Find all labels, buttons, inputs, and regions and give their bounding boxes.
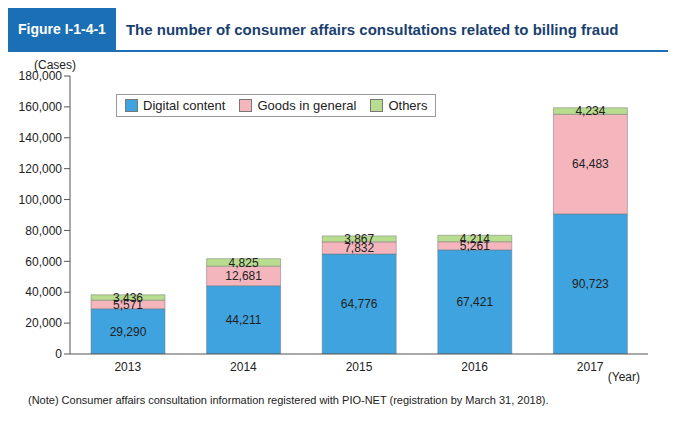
svg-text:7,832: 7,832 — [344, 241, 375, 256]
html-text:(Note) Consumer affairs consul: (Note) Consumer affairs consultation inf… — [28, 394, 549, 406]
svg-text:120,000: 120,000 — [19, 162, 63, 176]
html-text:(Cases): (Cases) — [34, 58, 76, 72]
svg-text:2014: 2014 — [230, 360, 257, 374]
svg-text:44,211: 44,211 — [226, 313, 262, 327]
svg-text:100,000: 100,000 — [19, 193, 63, 207]
html-text:Goods in general: Goods in general — [257, 98, 357, 113]
html-text:Digital content: Digital content — [143, 98, 226, 113]
svg-text:180,000: 180,000 — [19, 69, 63, 83]
svg-text:64,483: 64,483 — [572, 157, 609, 171]
svg-text:4,214: 4,214 — [460, 232, 490, 246]
svg-text:80,000: 80,000 — [25, 224, 62, 238]
svg-text:160,000: 160,000 — [19, 100, 63, 114]
svg-text:2016: 2016 — [461, 360, 488, 374]
svg-text:12,681: 12,681 — [225, 269, 262, 283]
html-text:(Year): (Year) — [607, 370, 640, 384]
svg-text:2017: 2017 — [577, 360, 604, 374]
svg-text:5,261: 5,261 — [459, 239, 490, 254]
html-text:Others: Others — [388, 98, 428, 113]
svg-text:60,000: 60,000 — [25, 255, 62, 269]
svg-text:2013: 2013 — [114, 360, 141, 374]
svg-text:29,290: 29,290 — [110, 325, 147, 339]
svg-text:4,234: 4,234 — [575, 104, 605, 118]
html-text:The number of consumer affairs: The number of consumer affairs consultat… — [125, 20, 619, 38]
svg-text:0: 0 — [55, 347, 62, 361]
svg-text:64,776: 64,776 — [341, 297, 378, 311]
html-text:Figure I-1-4-1: Figure I-1-4-1 — [18, 21, 106, 37]
svg-text:3,867: 3,867 — [344, 232, 374, 246]
svg-text:2015: 2015 — [346, 360, 373, 374]
svg-text:3,436: 3,436 — [113, 291, 143, 305]
svg-text:140,000: 140,000 — [19, 131, 63, 145]
svg-text:20,000: 20,000 — [25, 316, 62, 330]
svg-text:90,723: 90,723 — [572, 277, 609, 291]
svg-text:4,825: 4,825 — [229, 256, 259, 270]
svg-text:67,421: 67,421 — [456, 295, 493, 309]
svg-text:40,000: 40,000 — [25, 285, 62, 299]
